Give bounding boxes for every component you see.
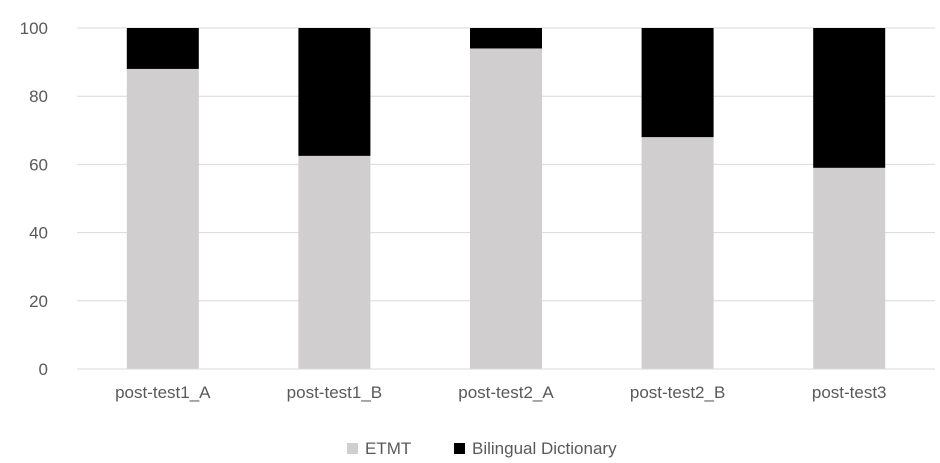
legend-label-etmt: ETMT: [365, 439, 411, 458]
bar-etmt-post-test1_B: [298, 155, 371, 369]
y-tick-label: 20: [29, 292, 48, 311]
bar-etmt-post-test2_A: [470, 48, 542, 370]
bar-etmt-post-test2_B: [641, 137, 714, 369]
bar-bilingual-dictionary-post-test2_A: [470, 28, 542, 49]
bar-bilingual-dictionary-post-test1_A: [126, 28, 199, 69]
bars: [126, 28, 886, 370]
bar-etmt-post-test3: [813, 167, 886, 369]
x-tick-label: post-test2_B: [630, 383, 725, 402]
x-tick-label: post-test3: [812, 383, 887, 402]
legend-swatch-bilingual-dictionary: [454, 443, 465, 454]
x-tick-label: post-test1_B: [287, 383, 382, 402]
y-tick-label: 100: [20, 19, 48, 38]
legend-swatch-etmt: [347, 443, 358, 454]
x-tick-label: post-test1_A: [115, 383, 211, 402]
legend-label-bilingual-dictionary: Bilingual Dictionary: [472, 439, 617, 458]
axes: 0 20 40 60 80 100 post-test1_A post-test1_B post…: [20, 19, 935, 402]
bar-bilingual-dictionary-post-test3: [813, 28, 886, 168]
legend: ETMT Bilingual Dictionary: [347, 439, 617, 458]
bar-etmt-post-test1_A: [126, 68, 199, 370]
bar-bilingual-dictionary-post-test2_B: [641, 28, 714, 138]
y-tick-label: 80: [29, 87, 48, 106]
y-tick-label: 40: [29, 224, 48, 243]
y-tick-label: 0: [39, 360, 48, 379]
y-tick-label: 60: [29, 155, 48, 174]
x-tick-label: post-test2_A: [458, 383, 554, 402]
bar-bilingual-dictionary-post-test1_B: [298, 28, 371, 156]
